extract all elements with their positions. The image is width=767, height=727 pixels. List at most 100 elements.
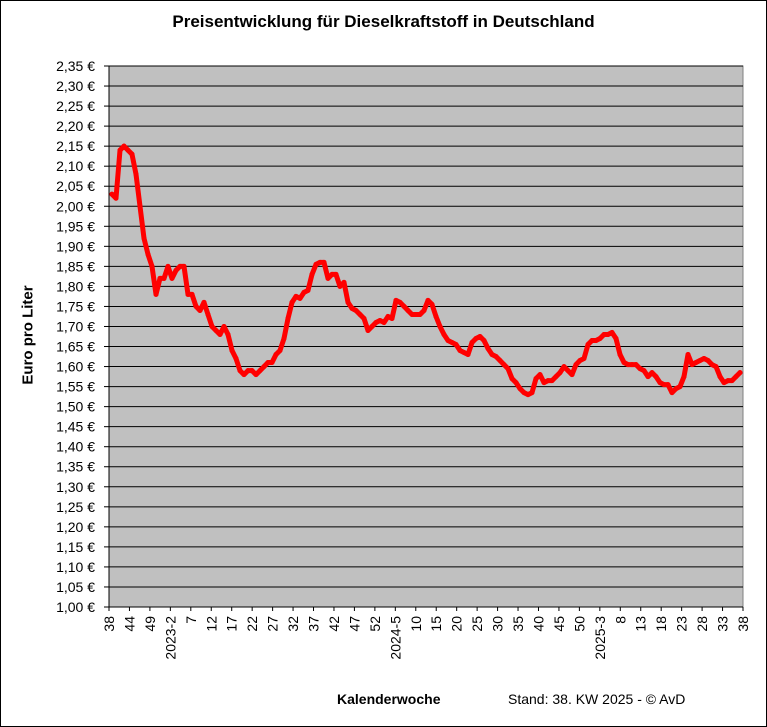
data-point: [649, 370, 655, 376]
data-point: [545, 378, 551, 384]
x-tick-label: 37: [306, 616, 322, 632]
data-point: [449, 340, 455, 345]
data-point: [305, 287, 311, 293]
x-tick-label: 25: [469, 616, 485, 632]
data-point: [669, 390, 675, 396]
y-tick-label: 2,15 €: [56, 138, 95, 154]
data-point: [213, 328, 219, 333]
data-point: [309, 271, 315, 277]
data-point: [185, 291, 191, 297]
data-point: [145, 251, 151, 257]
data-point: [441, 332, 447, 337]
data-point: [241, 372, 247, 378]
data-point: [409, 312, 415, 317]
data-point: [617, 352, 623, 357]
data-point: [113, 195, 119, 201]
x-tick-label: 10: [408, 616, 424, 632]
y-tick-label: 1,20 €: [56, 519, 95, 535]
x-tick-label: 32: [285, 616, 301, 632]
x-tick-label: 42: [326, 616, 342, 632]
y-tick-label: 1,60 €: [56, 359, 95, 375]
x-tick-label: 22: [244, 616, 260, 632]
data-point: [261, 364, 267, 370]
data-point: [693, 360, 699, 365]
data-point: [249, 368, 255, 374]
data-point: [313, 261, 319, 267]
data-point: [233, 356, 239, 361]
data-point: [553, 374, 559, 380]
x-tick-label: 35: [510, 616, 526, 632]
data-point: [625, 362, 631, 368]
data-point: [269, 360, 275, 365]
x-tick-label: 8: [612, 616, 628, 624]
data-point: [397, 299, 403, 305]
x-tick-label: 2023-2: [162, 616, 178, 660]
data-point: [177, 263, 183, 269]
data-point: [585, 342, 591, 347]
data-point: [485, 346, 491, 351]
x-tick-label: 2025-3: [592, 616, 608, 660]
x-tick-label: 23: [674, 616, 690, 632]
data-point: [601, 332, 607, 337]
data-point: [121, 143, 127, 149]
data-point: [317, 259, 323, 265]
y-tick-label: 1,70 €: [56, 318, 95, 334]
data-point: [681, 374, 687, 380]
data-point: [529, 390, 535, 396]
data-point: [165, 263, 171, 269]
data-point: [169, 275, 175, 281]
data-point: [133, 171, 139, 177]
data-point: [453, 342, 459, 347]
data-point: [161, 275, 167, 281]
data-point: [245, 368, 251, 374]
data-point: [549, 378, 555, 384]
y-tick-label: 1,80 €: [56, 278, 95, 294]
data-point: [557, 370, 563, 376]
data-point: [141, 235, 147, 241]
data-point: [597, 336, 603, 341]
data-point: [393, 297, 399, 303]
data-point: [189, 291, 195, 297]
data-point: [533, 376, 539, 382]
data-point: [661, 382, 667, 388]
x-tick-label: 49: [142, 616, 158, 632]
x-tick-label: 20: [449, 616, 465, 632]
data-point: [577, 358, 583, 363]
data-point: [297, 295, 303, 301]
data-point: [525, 392, 531, 398]
data-point: [237, 368, 243, 374]
y-tick-label: 2,20 €: [56, 118, 95, 134]
data-point: [677, 384, 683, 390]
data-point: [613, 336, 619, 341]
x-tick-label: 52: [367, 616, 383, 632]
data-point: [401, 303, 407, 309]
x-tick-label: 44: [121, 616, 137, 632]
data-point: [633, 362, 639, 368]
data-point: [125, 147, 131, 153]
y-tick-label: 1,15 €: [56, 539, 95, 555]
data-point: [497, 358, 503, 363]
data-point: [641, 368, 647, 374]
data-point: [697, 358, 703, 363]
y-tick-label: 1,10 €: [56, 559, 95, 575]
data-point: [321, 259, 327, 265]
data-point: [477, 334, 483, 339]
x-tick-label: 38: [101, 616, 117, 632]
data-point: [389, 316, 395, 321]
data-point: [645, 374, 651, 380]
x-tick-label: 38: [735, 616, 751, 632]
x-tick-label: 13: [633, 616, 649, 632]
data-point: [405, 308, 411, 313]
data-point: [181, 263, 187, 269]
data-point: [129, 151, 135, 157]
data-point: [437, 324, 443, 329]
data-point: [429, 301, 435, 307]
plot-area: [108, 65, 744, 608]
y-tick-label: 2,05 €: [56, 178, 95, 194]
data-point: [349, 305, 355, 311]
data-point: [689, 362, 695, 368]
data-point: [445, 338, 451, 343]
y-tick-label: 1,05 €: [56, 579, 95, 595]
x-tick-label: 45: [551, 616, 567, 632]
data-point: [257, 368, 263, 374]
